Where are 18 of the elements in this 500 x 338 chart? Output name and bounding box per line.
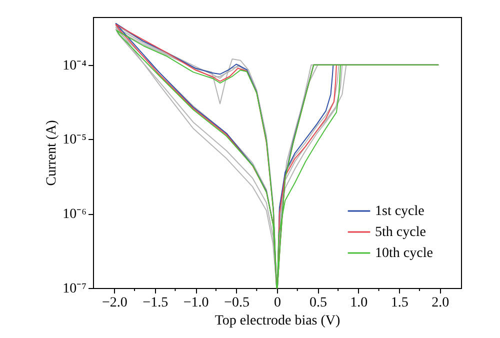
x-tick-label: −0.5 [224,296,250,310]
x-tick-label: 1.5 [390,296,408,310]
x-tick-label: −2.0 [102,296,128,310]
x-tick-label: 2.0 [432,296,450,310]
y-axis-title: Current (A) [44,120,60,186]
x-tick-label: −1.0 [183,296,209,310]
x-tick-label: 0 [274,296,281,310]
x-tick-label: 1.0 [350,296,368,310]
x-axis-title: Top electrode bias (V) [214,314,341,328]
y-tick-label: 10⁻⁶ [62,207,87,222]
y-tick-label: 10⁻⁵ [62,132,87,148]
legend-label: 10th cycle [375,246,433,261]
y-tick-label: 10⁻⁴ [62,58,87,74]
x-tick-label: −1.5 [142,296,168,310]
legend-label: 1st cycle [375,204,424,219]
legend-label: 5th cycle [375,225,426,240]
x-tick-label: 0.5 [309,296,327,310]
y-tick-label: 10⁻⁷ [62,282,87,296]
